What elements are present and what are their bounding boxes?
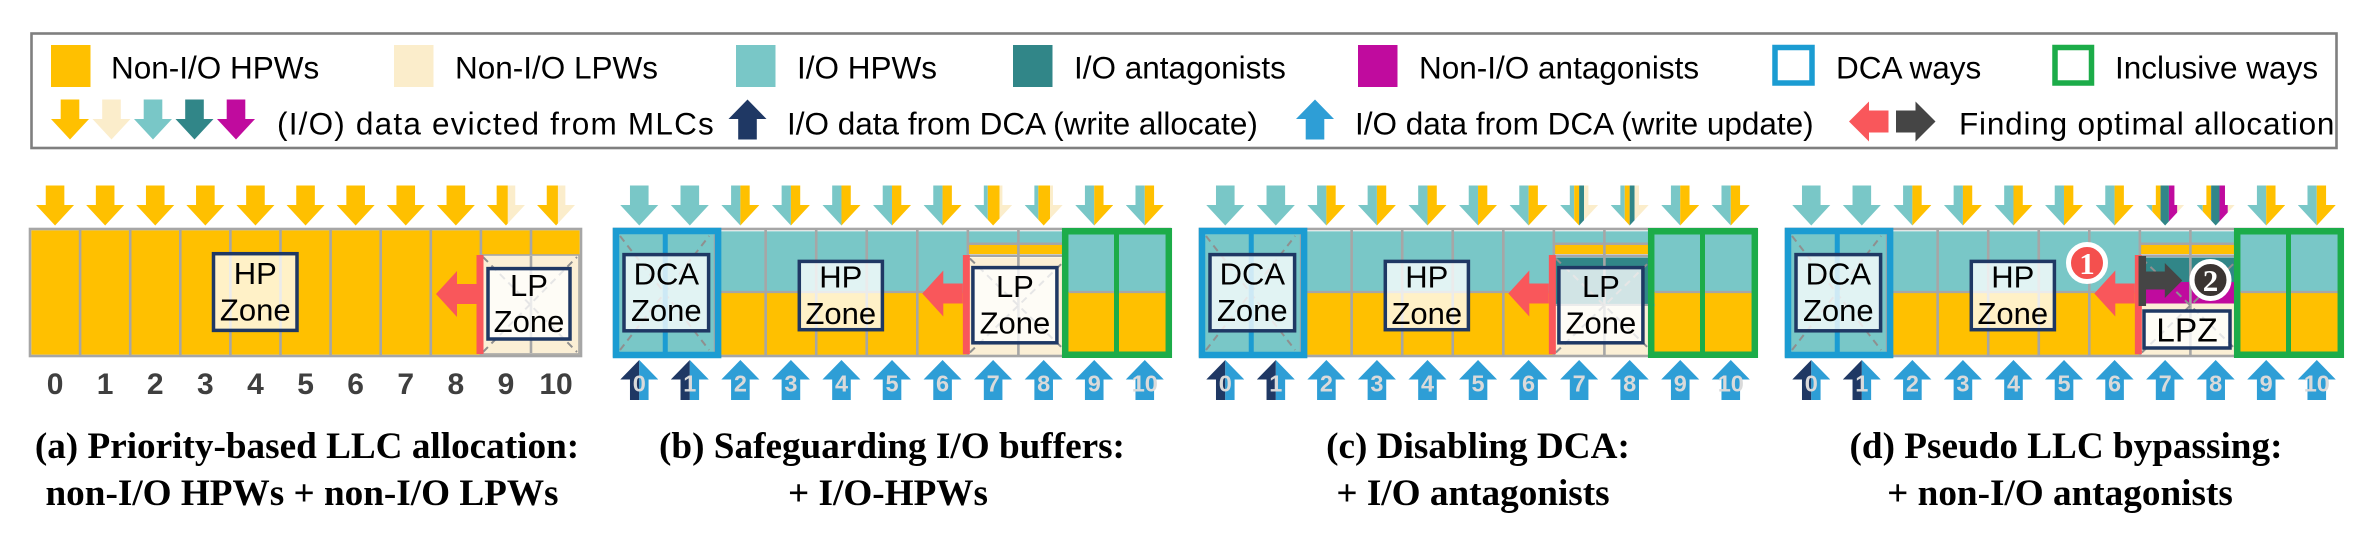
svg-text:(d) Pseudo LLC bypassing:: (d) Pseudo LLC bypassing:	[1850, 426, 2283, 467]
svg-text:3: 3	[1370, 371, 1383, 397]
svg-text:(a) Priority-based LLC allocat: (a) Priority-based LLC allocation:	[35, 426, 579, 467]
svg-text:Finding optimal allocation: Finding optimal allocation	[1959, 106, 2335, 142]
svg-text:HP: HP	[819, 260, 862, 295]
svg-text:0: 0	[47, 368, 64, 401]
svg-text:LPZ: LPZ	[2156, 313, 2217, 350]
svg-text:Zone: Zone	[220, 292, 291, 327]
svg-text:3: 3	[197, 368, 214, 401]
svg-text:5: 5	[2057, 371, 2070, 397]
svg-text:Zone: Zone	[1392, 296, 1463, 331]
svg-text:3: 3	[1956, 371, 1969, 397]
svg-text:9: 9	[498, 368, 515, 401]
svg-text:Zone: Zone	[1978, 296, 2049, 331]
svg-text:8: 8	[1623, 371, 1636, 397]
svg-text:non-I/O HPWs + non-I/O LPWs: non-I/O HPWs + non-I/O LPWs	[46, 473, 559, 514]
svg-text:7: 7	[2159, 371, 2172, 397]
svg-text:Zone: Zone	[806, 296, 877, 331]
svg-text:DCA: DCA	[634, 257, 700, 292]
svg-text:LP: LP	[996, 269, 1034, 304]
svg-text:6: 6	[2108, 371, 2121, 397]
svg-text:2: 2	[1906, 371, 1919, 397]
svg-text:9: 9	[1674, 371, 1687, 397]
svg-text:3: 3	[784, 371, 797, 397]
svg-text:HP: HP	[1991, 260, 2034, 295]
svg-text:Non-I/O HPWs: Non-I/O HPWs	[111, 50, 319, 86]
svg-text:Non-I/O antagonists: Non-I/O antagonists	[1419, 50, 1699, 86]
svg-text:1: 1	[2079, 246, 2095, 281]
svg-text:1: 1	[1855, 371, 1868, 397]
svg-text:I/O HPWs: I/O HPWs	[797, 50, 937, 86]
svg-text:4: 4	[1421, 371, 1434, 397]
svg-text:Zone: Zone	[1217, 293, 1288, 328]
svg-text:Zone: Zone	[494, 304, 565, 339]
svg-text:+ non-I/O antagonists: + non-I/O antagonists	[1887, 473, 2233, 514]
svg-text:7: 7	[397, 368, 414, 401]
svg-text:DCA ways: DCA ways	[1836, 50, 1981, 86]
svg-text:(c) Disabling DCA:: (c) Disabling DCA:	[1326, 426, 1630, 467]
svg-text:I/O antagonists: I/O antagonists	[1074, 50, 1286, 86]
svg-text:6: 6	[936, 371, 949, 397]
svg-text:10: 10	[1718, 371, 1744, 397]
svg-text:4: 4	[835, 371, 848, 397]
svg-text:Non-I/O LPWs: Non-I/O LPWs	[455, 50, 658, 86]
svg-text:LP: LP	[1582, 269, 1620, 304]
svg-text:1: 1	[97, 368, 114, 401]
svg-text:4: 4	[2007, 371, 2020, 397]
svg-text:0: 0	[1805, 371, 1818, 397]
svg-text:5: 5	[885, 371, 898, 397]
svg-text:5: 5	[297, 368, 314, 401]
svg-text:10: 10	[2304, 371, 2330, 397]
svg-text:6: 6	[347, 368, 364, 401]
svg-text:Zone: Zone	[1803, 293, 1874, 328]
svg-text:10: 10	[539, 368, 572, 401]
svg-text:LP: LP	[510, 268, 548, 303]
svg-text:10: 10	[1132, 371, 1158, 397]
svg-text:2: 2	[147, 368, 164, 401]
svg-text:HP: HP	[1405, 260, 1448, 295]
svg-text:4: 4	[247, 368, 264, 401]
svg-text:6: 6	[1522, 371, 1535, 397]
svg-text:7: 7	[1573, 371, 1586, 397]
svg-text:(I/O) data evicted from MLCs: (I/O) data evicted from MLCs	[277, 106, 715, 142]
svg-text:0: 0	[633, 371, 646, 397]
svg-text:5: 5	[1471, 371, 1484, 397]
svg-text:2: 2	[734, 371, 747, 397]
svg-text:Inclusive ways: Inclusive ways	[2115, 50, 2318, 86]
svg-text:DCA: DCA	[1806, 257, 1872, 292]
svg-text:1: 1	[1269, 371, 1282, 397]
svg-text:HP: HP	[234, 256, 277, 291]
svg-text:I/O data from DCA (write alloc: I/O data from DCA (write allocate)	[787, 106, 1258, 142]
svg-text:Zone: Zone	[1566, 305, 1637, 340]
svg-text:2: 2	[1320, 371, 1333, 397]
svg-text:1: 1	[683, 371, 696, 397]
svg-text:7: 7	[987, 371, 1000, 397]
svg-text:0: 0	[1219, 371, 1232, 397]
svg-text:(b) Safeguarding I/O buffers:: (b) Safeguarding I/O buffers:	[659, 426, 1125, 467]
svg-text:Zone: Zone	[631, 293, 702, 328]
svg-text:9: 9	[2260, 371, 2273, 397]
svg-text:Zone: Zone	[980, 305, 1051, 340]
svg-text:I/O data from DCA (write updat: I/O data from DCA (write update)	[1355, 106, 1814, 142]
svg-text:+ I/O-HPWs: + I/O-HPWs	[788, 473, 988, 514]
svg-text:8: 8	[1037, 371, 1050, 397]
svg-text:8: 8	[448, 368, 465, 401]
svg-text:9: 9	[1088, 371, 1101, 397]
svg-text:DCA: DCA	[1220, 257, 1286, 292]
svg-text:2: 2	[2203, 263, 2219, 298]
svg-text:+ I/O antagonists: + I/O antagonists	[1336, 473, 1609, 514]
svg-text:8: 8	[2209, 371, 2222, 397]
